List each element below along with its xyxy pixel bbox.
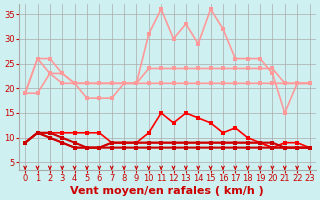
X-axis label: Vent moyen/en rafales ( km/h ): Vent moyen/en rafales ( km/h ) bbox=[70, 186, 264, 196]
